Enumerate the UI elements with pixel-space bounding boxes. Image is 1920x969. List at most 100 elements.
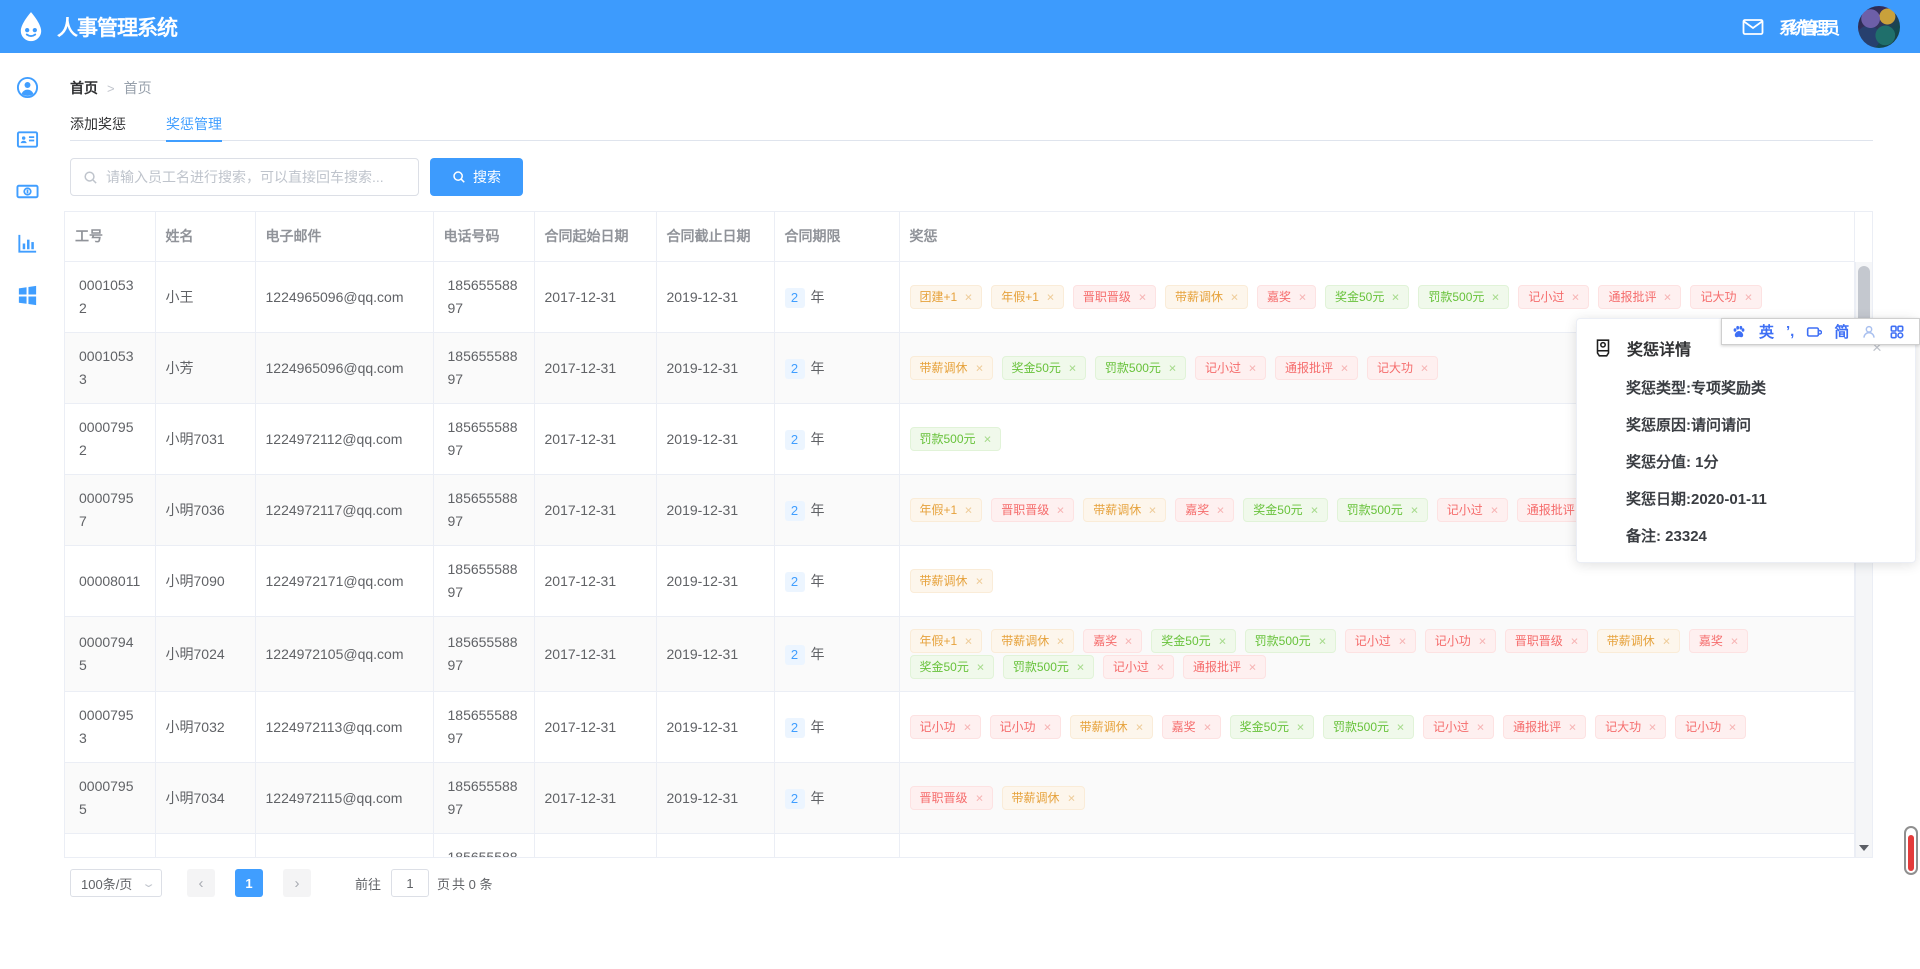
reward-tag[interactable]: 嘉奖 ×	[1175, 498, 1235, 522]
tag-close-icon[interactable]: ×	[1310, 501, 1319, 518]
reward-tag[interactable]: 记小过 ×	[1518, 285, 1590, 309]
reward-tag[interactable]: 罚款500元 ×	[909, 427, 1001, 451]
tag-close-icon[interactable]: ×	[1410, 501, 1419, 518]
sidebar-item-app-grid[interactable]	[0, 285, 55, 311]
tag-close-icon[interactable]: ×	[976, 658, 985, 675]
tag-close-icon[interactable]: ×	[1056, 501, 1065, 518]
reward-tag[interactable]: 晋职晋级 ×	[1072, 285, 1156, 309]
reward-tag[interactable]: 奖金50元 ×	[1001, 356, 1086, 380]
reward-tag[interactable]: 记大功 ×	[1595, 715, 1667, 739]
reward-tag[interactable]: 通报批评 ×	[1182, 655, 1266, 679]
reward-tag[interactable]: 通报批评 ×	[1274, 356, 1359, 380]
tab-reward-management[interactable]: 奖惩管理	[166, 113, 222, 142]
user-name[interactable]: 系统管理员	[1779, 19, 1840, 38]
tag-close-icon[interactable]: ×	[1248, 658, 1257, 675]
tag-close-icon[interactable]: ×	[1067, 789, 1075, 806]
tag-close-icon[interactable]: ×	[1318, 632, 1327, 649]
reward-tag[interactable]: 嘉奖 ×	[1161, 715, 1221, 739]
tag-close-icon[interactable]: ×	[1296, 718, 1305, 735]
tag-close-icon[interactable]: ×	[1138, 288, 1147, 305]
reward-tag[interactable]: 带薪调休 ×	[909, 569, 993, 593]
tag-close-icon[interactable]: ×	[1203, 718, 1211, 735]
reward-tag[interactable]: 嘉奖 ×	[1256, 285, 1316, 309]
reward-tag[interactable]: 记小功 ×	[1424, 629, 1496, 653]
tag-close-icon[interactable]: ×	[1156, 658, 1165, 675]
reward-tag[interactable]: 带薪调休 ×	[1069, 715, 1153, 739]
reward-tag[interactable]: 记大功 ×	[1690, 285, 1762, 309]
tag-close-icon[interactable]: ×	[975, 572, 983, 589]
breadcrumb-home[interactable]: 首页	[70, 80, 98, 96]
reward-tag[interactable]: 通报批评 ×	[1503, 715, 1587, 739]
page-size-select[interactable]: 100条/页 ⌄	[70, 869, 162, 897]
ime-mode-label[interactable]: 简	[1834, 324, 1850, 341]
tag-close-icon[interactable]: ×	[964, 288, 973, 305]
tag-close-icon[interactable]: ×	[1056, 632, 1065, 649]
search-button[interactable]: 搜索	[430, 158, 523, 196]
tag-close-icon[interactable]: ×	[1124, 632, 1133, 649]
reward-tag[interactable]: 晋职晋级 ×	[1504, 629, 1588, 653]
reward-tag[interactable]: 晋职晋级 ×	[991, 498, 1075, 522]
tag-close-icon[interactable]: ×	[1076, 658, 1085, 675]
tag-close-icon[interactable]: ×	[1420, 359, 1429, 376]
prev-page-button[interactable]: ‹	[187, 869, 215, 897]
tag-close-icon[interactable]: ×	[1492, 288, 1500, 305]
tag-close-icon[interactable]: ×	[1490, 501, 1499, 518]
reward-tag[interactable]: 记大功 ×	[1367, 356, 1439, 380]
tag-close-icon[interactable]: ×	[1572, 288, 1580, 305]
reward-tag[interactable]: 罚款500元 ×	[1336, 498, 1428, 522]
reward-tag[interactable]: 奖金50元 ×	[909, 655, 994, 679]
mail-icon[interactable]	[1741, 15, 1765, 39]
goto-page-input[interactable]	[391, 869, 430, 897]
reward-tag[interactable]: 记小功 ×	[1675, 715, 1747, 739]
tag-close-icon[interactable]: ×	[1135, 718, 1143, 735]
reward-tag[interactable]: 年假+1 ×	[991, 285, 1064, 309]
reward-tag[interactable]: 年假+1 ×	[909, 629, 983, 653]
reward-tag[interactable]: 记小过 ×	[1102, 655, 1174, 679]
tag-close-icon[interactable]: ×	[1478, 632, 1487, 649]
reward-tag[interactable]: 罚款500元 ×	[1094, 356, 1186, 380]
tag-close-icon[interactable]: ×	[1248, 359, 1257, 376]
reward-tag[interactable]: 嘉奖 ×	[1688, 629, 1748, 653]
reward-tag[interactable]: 罚款500元 ×	[1323, 715, 1415, 739]
popup-close-icon[interactable]: ×	[1872, 338, 1882, 357]
sidebar-item-bar-chart[interactable]	[0, 233, 55, 259]
reward-tag[interactable]: 罚款500元 ×	[1244, 629, 1336, 653]
reward-tag[interactable]: 带薪调休 ×	[1083, 498, 1167, 522]
tag-close-icon[interactable]: ×	[1398, 632, 1407, 649]
reward-tag[interactable]: 记小过 ×	[1344, 629, 1416, 653]
reward-tag[interactable]: 通报批评 ×	[1598, 285, 1682, 309]
tag-close-icon[interactable]: ×	[1340, 359, 1349, 376]
sidebar-item-user-circle[interactable]	[0, 76, 55, 103]
reward-tag[interactable]: 团建+1 ×	[909, 285, 983, 309]
tag-close-icon[interactable]: ×	[1570, 632, 1579, 649]
ime-grid-icon[interactable]	[1889, 322, 1905, 342]
tag-close-icon[interactable]: ×	[1728, 718, 1737, 735]
reward-tag[interactable]: 带薪调休 ×	[1596, 629, 1680, 653]
tag-close-icon[interactable]: ×	[983, 430, 991, 447]
reward-tag[interactable]: 带薪调休 ×	[991, 629, 1075, 653]
tag-close-icon[interactable]: ×	[1568, 718, 1577, 735]
tag-close-icon[interactable]: ×	[975, 359, 983, 376]
tag-close-icon[interactable]: ×	[1046, 288, 1055, 305]
sidebar-item-banknote[interactable]	[0, 181, 55, 207]
tag-close-icon[interactable]: ×	[1662, 632, 1671, 649]
reward-tag[interactable]: 记小功 ×	[909, 715, 981, 739]
reward-tag[interactable]: 记小过 ×	[1436, 498, 1508, 522]
reward-tag[interactable]: 嘉奖 ×	[1083, 629, 1143, 653]
tag-close-icon[interactable]: ×	[1298, 288, 1307, 305]
reward-tag[interactable]: 记小过 ×	[1194, 356, 1266, 380]
ime-mode-label[interactable]: 英	[1759, 324, 1775, 341]
tag-close-icon[interactable]: ×	[1216, 501, 1225, 518]
reward-tag[interactable]: 带薪调休 ×	[1001, 786, 1085, 810]
tag-close-icon[interactable]: ×	[964, 632, 973, 649]
ime-mode-label[interactable]: ’,	[1786, 323, 1795, 340]
ime-keyboard-icon[interactable]	[1806, 322, 1823, 342]
ime-paw-icon[interactable]	[1731, 322, 1747, 342]
tag-close-icon[interactable]: ×	[1230, 288, 1239, 305]
reward-tag[interactable]: 带薪调休 ×	[1164, 285, 1248, 309]
tag-close-icon[interactable]: ×	[1068, 359, 1077, 376]
tag-close-icon[interactable]: ×	[1476, 718, 1485, 735]
tag-close-icon[interactable]: ×	[964, 501, 973, 518]
scroll-down-arrow-icon[interactable]	[1856, 843, 1872, 853]
reward-tag[interactable]: 奖金50元 ×	[1229, 715, 1314, 739]
